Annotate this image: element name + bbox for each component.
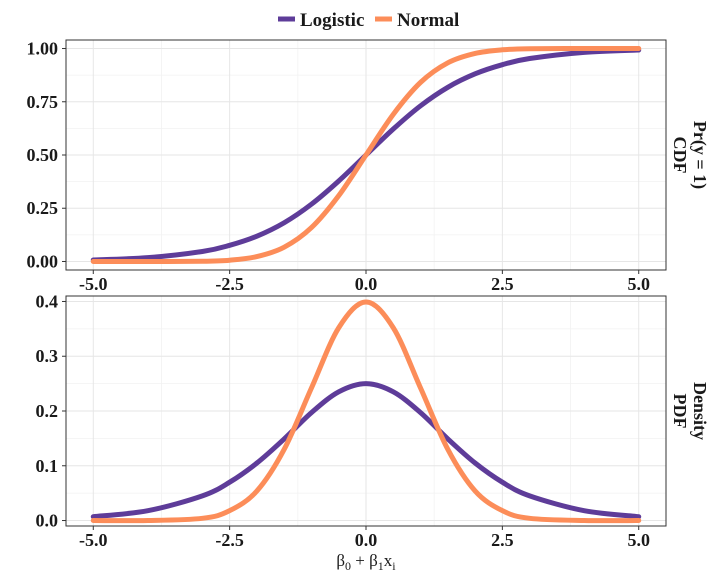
x-axis-pdf: -5.0 -2.5 0.0 2.5 5.0	[79, 526, 650, 550]
legend-label-normal: Normal	[397, 10, 459, 31]
strip-label-cdf-line1: CDF	[670, 137, 690, 174]
x-axis-label: β0 + β1xi	[336, 551, 396, 573]
x-axis-label-sub0: 0	[345, 559, 351, 573]
x-tick-label: 0.0	[355, 274, 378, 294]
y-tick-label: 0.3	[36, 346, 59, 366]
cdf-line-normal	[90, 46, 642, 264]
y-axis-cdf: 0.00 0.25 0.50 0.75 1.00	[27, 39, 66, 271]
x-tick-label: -2.5	[215, 530, 244, 550]
legend-label-logistic: Logistic	[300, 10, 364, 31]
y-tick-label: 0.25	[27, 198, 59, 218]
panel-pdf: 0.0 0.1 0.2 0.3 0.4 -5.0 -2.5 0.0 2.5 5.0 PDF De…	[36, 291, 711, 550]
y-tick-label: 0.0	[36, 511, 59, 531]
y-tick-label: 0.2	[36, 401, 59, 421]
pdf-line-logistic	[90, 381, 642, 520]
y-tick-label: 0.00	[27, 251, 59, 271]
grid-pdf	[66, 296, 666, 526]
lines-cdf	[90, 46, 642, 264]
panel-cdf: 0.00 0.25 0.50 0.75 1.00 -5.0 -2.5 0.0 2.5 5.0 C…	[27, 39, 711, 294]
x-axis-label-plus-beta1: + β	[351, 551, 378, 570]
x-axis-cdf: -5.0 -2.5 0.0 2.5 5.0	[79, 270, 650, 294]
y-tick-label: 0.75	[27, 92, 59, 112]
strip-label-pdf-line2: Density	[690, 382, 710, 440]
x-tick-label: 2.5	[491, 530, 514, 550]
x-tick-label: -5.0	[79, 530, 108, 550]
lines-pdf	[90, 299, 642, 524]
strip-label-cdf-line2: Pr(y = 1)	[689, 121, 710, 189]
y-tick-label: 0.4	[36, 291, 59, 311]
y-tick-label: 0.1	[36, 456, 59, 476]
y-tick-label: 1.00	[27, 39, 59, 59]
x-tick-label: 0.0	[355, 530, 378, 550]
y-axis-pdf: 0.0 0.1 0.2 0.3 0.4	[36, 291, 66, 531]
x-axis-label-subi: i	[392, 559, 396, 573]
x-tick-label: 2.5	[491, 274, 514, 294]
y-tick-label: 0.50	[27, 145, 59, 165]
legend: Logistic Normal	[278, 10, 459, 31]
x-axis-label-x: x	[384, 551, 393, 570]
strip-label-pdf-line1: PDF	[670, 394, 690, 429]
x-tick-label: -2.5	[215, 274, 244, 294]
x-axis-label-beta0: β	[336, 551, 345, 570]
x-tick-label: 5.0	[627, 274, 650, 294]
pdf-line-normal	[90, 299, 642, 524]
x-tick-label: -5.0	[79, 274, 108, 294]
x-tick-label: 5.0	[627, 530, 650, 550]
x-axis-label-sub1: 1	[378, 559, 384, 573]
